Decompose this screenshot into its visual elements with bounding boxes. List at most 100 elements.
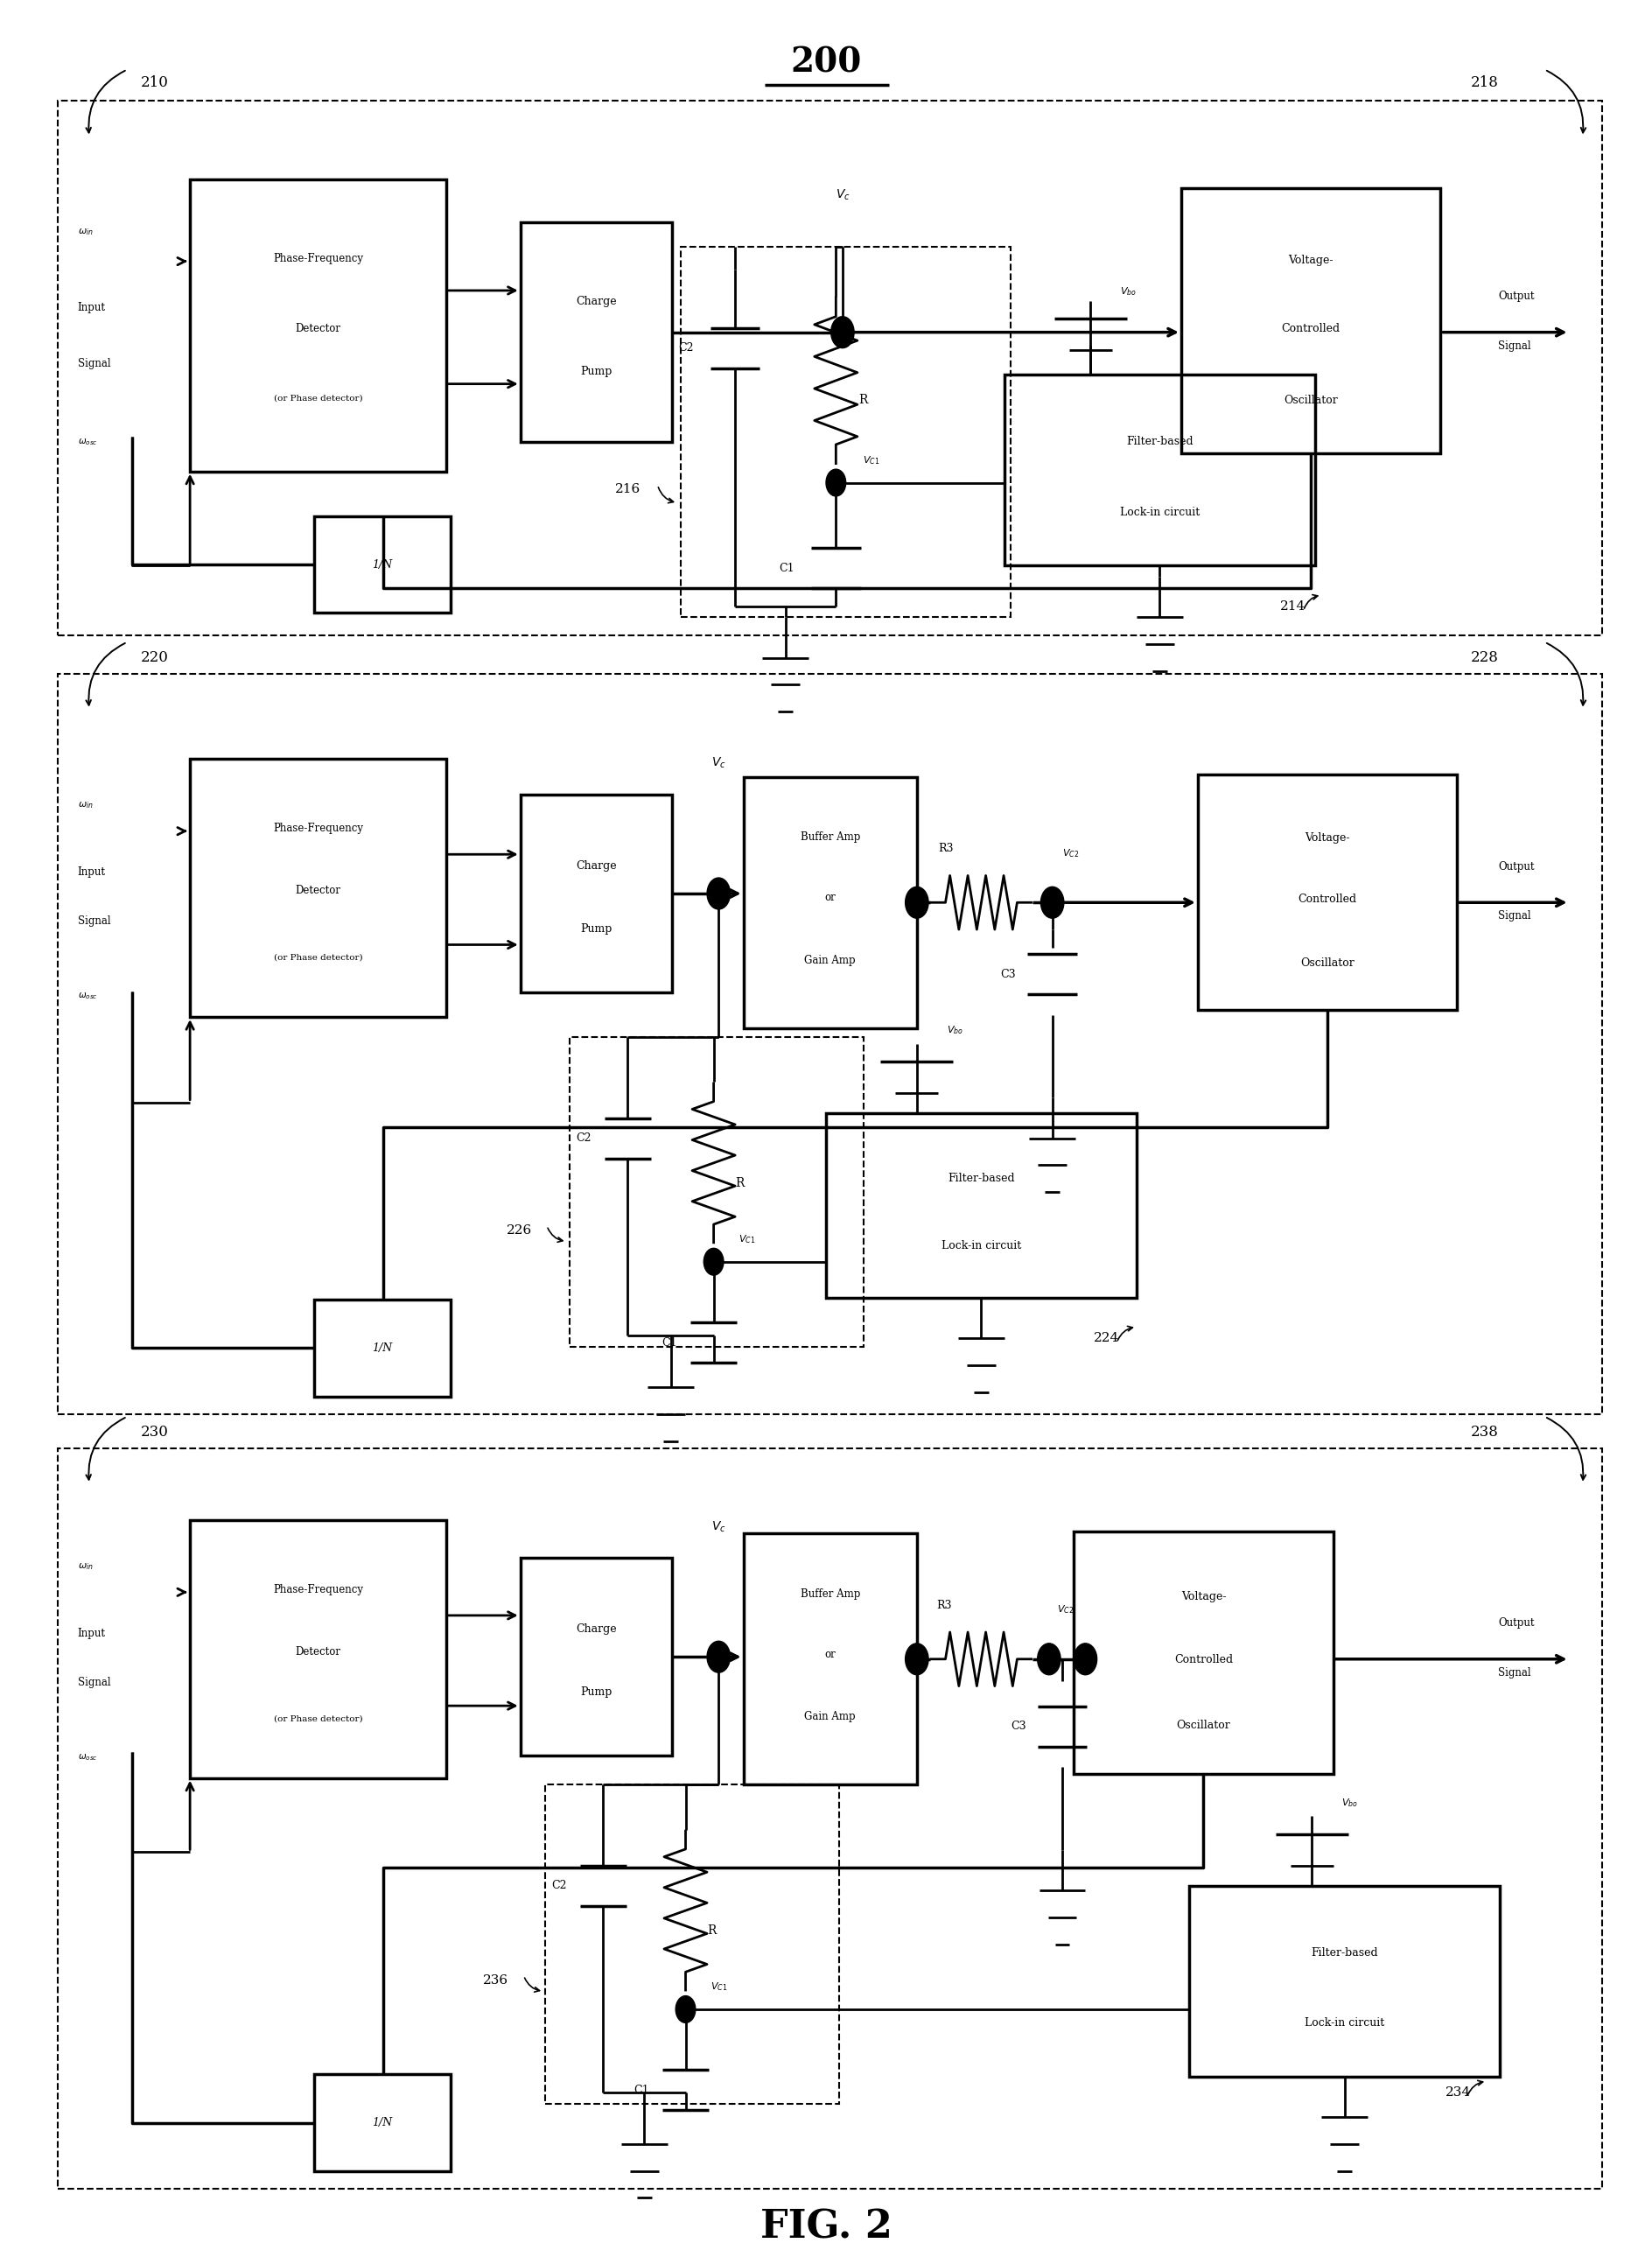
Text: Controlled: Controlled: [1282, 324, 1340, 335]
Bar: [1181, 189, 1441, 455]
Bar: [190, 1521, 446, 1778]
Bar: [314, 1300, 451, 1397]
Text: $V_{C1}$: $V_{C1}$: [862, 454, 879, 466]
Text: (or Phase detector): (or Phase detector): [274, 1714, 362, 1724]
Text: C1: C1: [780, 562, 795, 574]
Circle shape: [676, 1996, 695, 2023]
Text: (or Phase detector): (or Phase detector): [274, 954, 362, 961]
Text: 214: 214: [1280, 601, 1305, 612]
Text: Charge: Charge: [577, 295, 616, 308]
Text: $\omega_{in}$: $\omega_{in}$: [78, 801, 93, 810]
Text: Detector: Detector: [296, 1647, 340, 1658]
Text: Oscillator: Oscillator: [1176, 1719, 1231, 1730]
Text: 210: 210: [140, 76, 169, 90]
Text: Phase-Frequency: Phase-Frequency: [273, 824, 363, 835]
Bar: [520, 223, 672, 443]
Text: Voltage-: Voltage-: [1305, 832, 1350, 844]
Text: 1/N: 1/N: [372, 558, 393, 569]
Text: $\omega_{in}$: $\omega_{in}$: [78, 1562, 93, 1570]
Text: $\omega_{osc}$: $\omega_{osc}$: [78, 1753, 97, 1762]
Text: or: or: [824, 891, 836, 902]
Bar: [58, 101, 1602, 634]
Text: R3: R3: [937, 1600, 952, 1611]
Bar: [1074, 1530, 1333, 1773]
Text: Charge: Charge: [577, 1624, 616, 1636]
Text: Buffer Amp: Buffer Amp: [800, 1588, 861, 1600]
Text: 224: 224: [1094, 1332, 1118, 1343]
Circle shape: [905, 886, 928, 918]
Text: Detector: Detector: [296, 322, 340, 335]
Circle shape: [1074, 1642, 1097, 1674]
Text: 238: 238: [1470, 1424, 1498, 1440]
Text: 218: 218: [1470, 76, 1498, 90]
Text: $\omega_{osc}$: $\omega_{osc}$: [78, 992, 97, 1001]
Text: Controlled: Controlled: [1298, 893, 1356, 904]
Bar: [1198, 774, 1457, 1010]
Text: $\omega_{osc}$: $\omega_{osc}$: [78, 436, 97, 448]
Bar: [1004, 376, 1315, 565]
Text: Voltage-: Voltage-: [1289, 254, 1333, 266]
Text: FIG. 2: FIG. 2: [760, 2207, 892, 2246]
Text: Filter-based: Filter-based: [1127, 436, 1193, 448]
Text: 226: 226: [507, 1224, 532, 1238]
Text: (or Phase detector): (or Phase detector): [274, 394, 362, 403]
Text: $V_{bo}$: $V_{bo}$: [1120, 286, 1137, 297]
Bar: [58, 1449, 1602, 2189]
Bar: [826, 1114, 1137, 1298]
Bar: [314, 515, 451, 612]
Bar: [190, 180, 446, 473]
Text: Pump: Pump: [580, 367, 613, 378]
Text: Input: Input: [78, 866, 106, 878]
Text: Charge: Charge: [577, 860, 616, 871]
Text: Signal: Signal: [1498, 340, 1531, 351]
Bar: [314, 2074, 451, 2171]
Text: Pump: Pump: [580, 922, 613, 934]
Text: C3: C3: [1001, 970, 1016, 981]
Text: 234: 234: [1446, 2086, 1470, 2099]
Circle shape: [905, 1642, 928, 1674]
Text: C2: C2: [577, 1132, 591, 1143]
Text: 220: 220: [140, 650, 169, 666]
Text: $V_{bo}$: $V_{bo}$: [947, 1024, 963, 1037]
Text: Input: Input: [78, 302, 106, 313]
Bar: [681, 248, 1011, 617]
Text: C2: C2: [679, 342, 694, 353]
Text: $V_{bo}$: $V_{bo}$: [1341, 1798, 1358, 1809]
Text: $V_{C1}$: $V_{C1}$: [738, 1233, 755, 1244]
Bar: [545, 1784, 839, 2104]
Bar: [743, 776, 917, 1028]
Text: Lock-in circuit: Lock-in circuit: [1305, 2018, 1384, 2030]
Text: 1/N: 1/N: [372, 1343, 393, 1354]
Text: $V_c$: $V_c$: [712, 1519, 725, 1535]
Text: Lock-in circuit: Lock-in circuit: [1120, 506, 1199, 518]
Bar: [520, 1557, 672, 1755]
Text: Gain Amp: Gain Amp: [805, 954, 856, 965]
Text: $\omega_{in}$: $\omega_{in}$: [78, 227, 93, 236]
Text: Phase-Frequency: Phase-Frequency: [273, 252, 363, 263]
Text: Phase-Frequency: Phase-Frequency: [273, 1584, 363, 1595]
Text: Voltage-: Voltage-: [1181, 1591, 1226, 1602]
Circle shape: [707, 1640, 730, 1672]
Text: C2: C2: [552, 1881, 567, 1892]
Circle shape: [704, 1249, 724, 1276]
Circle shape: [831, 317, 854, 349]
Circle shape: [1041, 886, 1064, 918]
Text: 216: 216: [616, 484, 641, 495]
Text: $V_{C1}$: $V_{C1}$: [710, 1980, 727, 1994]
Text: Filter-based: Filter-based: [948, 1172, 1014, 1184]
Text: Filter-based: Filter-based: [1312, 1946, 1378, 1958]
Bar: [743, 1532, 917, 1784]
Text: 230: 230: [140, 1424, 169, 1440]
Circle shape: [707, 878, 730, 909]
Text: Signal: Signal: [1498, 911, 1531, 922]
Circle shape: [826, 470, 846, 497]
Text: C1: C1: [662, 1336, 677, 1348]
Bar: [190, 758, 446, 1017]
Text: Signal: Signal: [78, 358, 111, 369]
Text: R: R: [859, 394, 867, 405]
Text: $V_{C2}$: $V_{C2}$: [1057, 1604, 1074, 1616]
Text: Controlled: Controlled: [1175, 1654, 1232, 1665]
Bar: [58, 673, 1602, 1415]
Text: Input: Input: [78, 1627, 106, 1640]
Text: Output: Output: [1498, 290, 1535, 302]
